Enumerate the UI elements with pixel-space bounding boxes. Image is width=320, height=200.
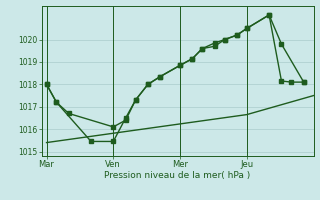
X-axis label: Pression niveau de la mer( hPa ): Pression niveau de la mer( hPa ) [104, 171, 251, 180]
